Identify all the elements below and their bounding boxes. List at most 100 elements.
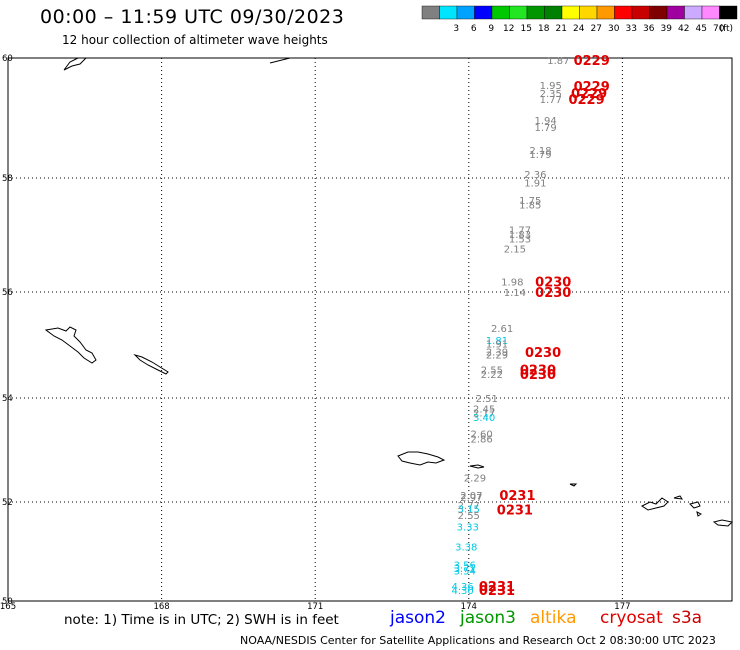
wave-height-value: 3.54	[454, 566, 476, 577]
scale-label: 9	[488, 24, 494, 34]
wave-height-value: 2.22	[481, 370, 503, 381]
scale-swatch	[491, 5, 510, 20]
island-attu	[397, 451, 446, 466]
wave-height-value: 2.29	[464, 474, 486, 485]
wave-height-value: 1.79	[534, 123, 556, 134]
wave-height-value: 2.29	[486, 351, 508, 362]
wave-height-value: 1.98	[501, 277, 523, 288]
scale-label: 70	[713, 24, 725, 34]
island-semichi	[569, 483, 578, 487]
wave-height-value: 1.79	[529, 150, 551, 161]
map-frame	[7, 57, 733, 602]
pass-time-label: 0231	[479, 580, 515, 595]
wave-height-value: 2.86	[470, 435, 492, 446]
pass-time-label: 0230	[535, 286, 571, 301]
wave-height-value: 2.39	[486, 347, 508, 358]
lat-label: 56	[2, 288, 13, 298]
scale-swatch	[561, 5, 580, 20]
lon-label: 168	[153, 602, 169, 612]
wave-height-value: 2.51	[476, 394, 498, 405]
wave-height-value: 2.77	[458, 501, 480, 512]
lon-label: 177	[614, 602, 630, 612]
scale-swatch	[421, 5, 440, 20]
scale-label: 42	[678, 24, 689, 34]
wave-height-value: 2.15	[504, 244, 526, 255]
scale-swatch	[614, 5, 633, 20]
satellite-jason2: jason2	[390, 608, 446, 628]
map-subtitle: 12 hour collection of altimeter wave hei…	[62, 33, 328, 47]
pass-time-label: 0231	[497, 503, 533, 518]
wave-height-value: 1.53	[509, 235, 531, 246]
scale-label: 45	[696, 24, 707, 34]
scale-swatch	[544, 5, 563, 20]
scale-label: 6	[471, 24, 477, 34]
pass-time-label: 0231	[479, 584, 515, 599]
scale-swatch	[439, 5, 458, 20]
wave-height-value: 2.60	[470, 429, 492, 440]
footer-credit: NOAA/NESDIS Center for Satellite Applica…	[240, 634, 716, 647]
scale-swatch	[526, 5, 545, 20]
scale-swatch	[701, 5, 720, 20]
lon-label: 171	[307, 602, 323, 612]
wave-height-value: 3.33	[457, 523, 479, 534]
wave-height-value: 3.15	[458, 504, 480, 515]
pass-time-label: 0230	[525, 346, 561, 361]
wave-height-value: 1.87	[547, 56, 569, 67]
satellite-altika: altika	[530, 608, 577, 628]
satellite-jason3: jason3	[460, 608, 516, 628]
wave-height-value: 3.56	[454, 560, 476, 571]
wave-height-value: 2.36	[524, 170, 546, 181]
satellite-s3a: s3a	[672, 608, 703, 628]
scale-swatch	[474, 5, 493, 20]
wave-height-value: 1.94	[534, 116, 556, 127]
scale-label: 12	[503, 24, 514, 34]
lat-label: 54	[2, 394, 13, 404]
scale-label: 27	[591, 24, 602, 34]
wave-height-value: 2.61	[491, 324, 513, 335]
wave-height-value: 2.35	[540, 89, 562, 100]
wave-height-value: 1.14	[504, 288, 526, 299]
pass-time-labels: 0229022902290229023002300230023002300231…	[479, 54, 610, 599]
lon-label: 174	[461, 602, 477, 612]
island-komandorski-bering	[44, 326, 97, 364]
scale-label: 30	[608, 24, 620, 34]
wave-height-value: 1.77	[509, 225, 531, 236]
wave-height-value: 2.45	[473, 404, 495, 415]
satellite-cryosat: cryosat	[600, 608, 663, 628]
pass-time-label: 0230	[520, 368, 556, 383]
wave-height-value: 2.97	[460, 493, 482, 504]
wave-height-value: 3.40	[473, 413, 495, 424]
wave-height-value: 1.81	[486, 336, 508, 347]
wave-height-value: 3.38	[455, 543, 477, 554]
footer-note: note: 1) Time is in UTC; 2) SWH is in fe…	[64, 612, 339, 628]
wave-height-value: 1.83	[509, 230, 531, 241]
wave-height-value: 1.75	[519, 196, 541, 207]
pass-time-label: 0229	[574, 80, 610, 95]
coastline-mainland-north-2	[269, 57, 291, 64]
scale-label: 33	[626, 24, 637, 34]
coastlines	[44, 57, 734, 527]
scale-swatch	[719, 5, 738, 20]
scale-label: 3	[453, 24, 459, 34]
scale-swatch	[509, 5, 528, 20]
wave-height-value: 1.95	[540, 81, 562, 92]
scale-swatch	[666, 5, 685, 20]
observation-values: 1.871.952.351.771.941.792.181.792.361.91…	[452, 56, 570, 597]
scale-label: 39	[661, 24, 673, 34]
lat-label: 52	[2, 498, 13, 508]
color-scale: 3 6 9 12 15 18 21 24 27 30 33 36 39 42 45 70(ft)	[421, 5, 738, 34]
pass-time-label: 0229	[571, 87, 607, 102]
wave-height-value: 2.17	[473, 409, 495, 420]
scale-label: 18	[538, 24, 550, 34]
island-komandorski-medny	[133, 353, 169, 375]
coastline-mainland-north	[63, 57, 87, 71]
lat-label: 50	[2, 597, 13, 607]
scale-label: 21	[556, 24, 567, 34]
wave-height-value: 4.30	[452, 586, 474, 597]
wave-height-value: 2.55	[481, 365, 503, 376]
wave-height-value: 2.55	[458, 511, 480, 522]
lat-label: 58	[2, 174, 13, 184]
scale-swatch	[456, 5, 475, 20]
